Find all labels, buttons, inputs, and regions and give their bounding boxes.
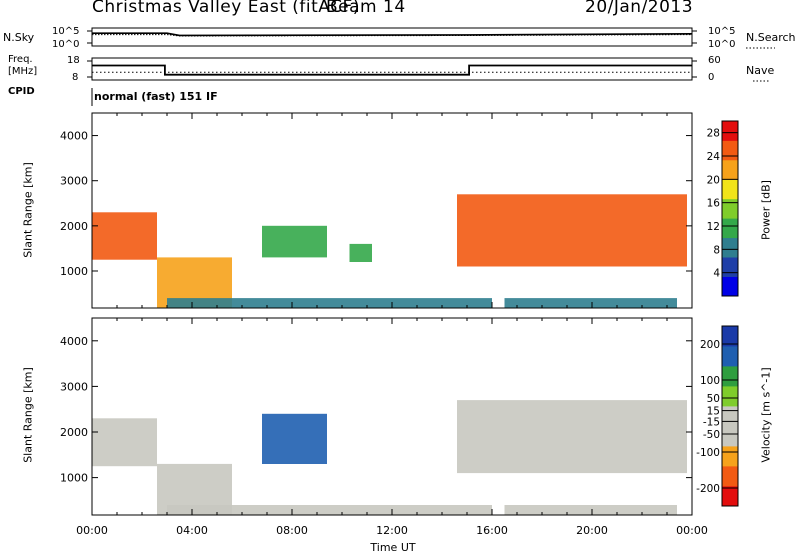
cpid-label: CPID xyxy=(8,86,35,97)
x-tick-label-3: 12:00 xyxy=(376,524,408,537)
power-panel-region-5 xyxy=(457,194,687,267)
x-tick-label-1: 04:00 xyxy=(176,524,208,537)
freq-left-tick-bottom: 8 xyxy=(72,72,79,83)
power-colorbar-tick-label-5: 8 xyxy=(713,244,720,256)
power-panel-region-3 xyxy=(262,225,327,258)
velocity-panel-data-group xyxy=(92,400,687,515)
velocity-panel-region-5 xyxy=(504,505,677,515)
velocity-colorbar-tick-label-6: -100 xyxy=(696,447,720,459)
nave-right-tick-bottom: 0 xyxy=(708,72,715,83)
velocity-panel-region-0 xyxy=(92,418,157,467)
noise-right-tick-top: 10^5 xyxy=(708,26,736,37)
freq-series-line xyxy=(92,64,692,76)
power-colorbar-swatch-7 xyxy=(722,140,738,161)
power-colorbar-swatch-3 xyxy=(722,218,738,239)
power-panel-region-0 xyxy=(92,212,157,260)
velocity-panel-ytick-label-2: 3000 xyxy=(60,380,88,393)
power-colorbar-tick-label-0: 28 xyxy=(707,128,720,140)
power-colorbar-swatch-2 xyxy=(722,237,738,258)
power-colorbar-swatch-4 xyxy=(722,198,738,219)
velocity-panel-ytick-label-3: 4000 xyxy=(60,335,88,348)
power-colorbar-swatch-6 xyxy=(722,159,738,180)
noise-right-tick-bottom: 10^0 xyxy=(708,39,736,50)
freq-label: Freq. xyxy=(8,54,33,65)
power-panel-ytick-label-0: 1000 xyxy=(60,265,88,278)
noise-left-tick-top: 10^5 xyxy=(52,26,80,37)
velocity-colorbar-swatch-5 xyxy=(722,386,738,407)
power-colorbar-tick-label-4: 12 xyxy=(707,221,720,233)
x-tick-label-2: 08:00 xyxy=(276,524,308,537)
velocity-colorbar-swatch-7 xyxy=(722,346,738,367)
velocity-colorbar-swatch-0 xyxy=(722,486,738,507)
velocity-panel-region-4 xyxy=(457,400,687,474)
power-colorbar-swatch-0 xyxy=(722,276,738,297)
power-panel-ytick-label-3: 4000 xyxy=(60,130,88,143)
velocity-panel-ytick-label-1: 2000 xyxy=(60,426,88,439)
power-colorbar-swatch-5 xyxy=(722,179,738,200)
velocity-colorbar-tick-label-5: -50 xyxy=(703,429,720,441)
power-panel-data-group xyxy=(92,194,687,308)
freq-left-tick-top: 18 xyxy=(67,55,80,66)
nave-right-tick-top: 60 xyxy=(708,55,721,66)
noise-left-tick-bottom: 10^0 xyxy=(52,39,80,50)
date-label: 20/Jan/2013 xyxy=(585,0,694,17)
cpid-text: normal (fast) 151 IF xyxy=(94,90,218,103)
power-panel-region-2 xyxy=(167,298,492,308)
freq-unit-label: [MHz] xyxy=(8,66,38,77)
power-panel-ytick-label-1: 2000 xyxy=(60,220,88,233)
velocity-colorbar-swatch-8 xyxy=(722,326,738,347)
nave-label: Nave xyxy=(746,64,775,77)
noise-series-line-1 xyxy=(92,34,693,37)
velocity-colorbar-tick-label-3: 15 xyxy=(707,406,720,418)
power-colorbar-swatch-8 xyxy=(722,121,738,141)
power-colorbar-tick-label-2: 20 xyxy=(707,174,720,186)
power-panel-ytick-label-2: 3000 xyxy=(60,175,88,188)
power-panel-region-6 xyxy=(504,298,677,308)
velocity-colorbar-swatch-1 xyxy=(722,466,738,487)
x-tick-label-4: 16:00 xyxy=(476,524,508,537)
power-colorbar-swatch-1 xyxy=(722,257,738,277)
power-colorbar-tick-label-1: 24 xyxy=(707,151,721,163)
nsky-label: N.Sky xyxy=(3,31,35,44)
velocity-colorbar-frame xyxy=(721,325,739,507)
power-colorbar-tick-label-6: 4 xyxy=(713,268,720,280)
velocity-panel-region-2 xyxy=(167,505,492,515)
velocity-colorbar-tick-label-1: 100 xyxy=(700,375,720,387)
velocity-colorbar-swatch-2 xyxy=(722,446,738,467)
x-tick-label-5: 20:00 xyxy=(576,524,608,537)
velocity-colorbar-tick-label-4: -15 xyxy=(703,416,720,428)
x-axis-label: Time UT xyxy=(370,541,416,554)
x-tick-label-6: 00:00 xyxy=(676,524,708,537)
noise-panel-frame xyxy=(91,27,693,47)
power-panel-region-4 xyxy=(349,243,372,262)
velocity-panel-ytick-label-0: 1000 xyxy=(60,472,88,485)
power-colorbar-tick-label-3: 16 xyxy=(707,198,721,210)
velocity-colorbar-tick-label-2: 50 xyxy=(707,393,720,405)
beam-label: Beam 14 xyxy=(326,0,406,17)
velocity-colorbar-swatch-4 xyxy=(722,406,738,427)
x-tick-label-0: 00:00 xyxy=(76,524,108,537)
noise-series-line-0 xyxy=(92,32,693,37)
station-title: Christmas Valley East (fitACF) xyxy=(92,0,360,17)
freq-panel-frame xyxy=(91,57,693,81)
velocity-colorbar-tick-label-7: -200 xyxy=(696,483,720,495)
velocity-colorbar-swatch-6 xyxy=(722,366,738,387)
velocity-colorbar-swatch-3 xyxy=(722,426,738,447)
velocity-panel-region-3 xyxy=(262,413,327,464)
power-colorbar-frame xyxy=(721,120,739,297)
velocity-colorbar-tick-label-0: 200 xyxy=(700,339,720,351)
nsearch-label: N.Search xyxy=(746,31,796,44)
